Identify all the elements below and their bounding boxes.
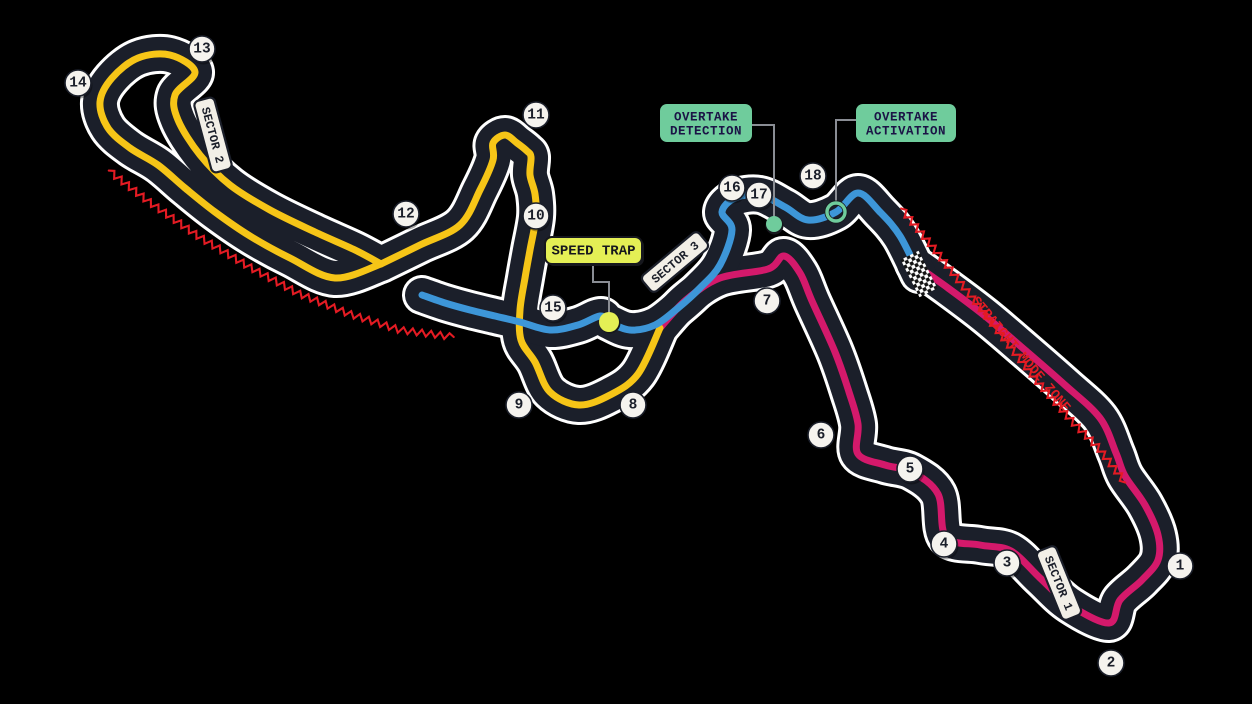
svg-text:17: 17 — [750, 188, 767, 204]
svg-text:1: 1 — [1176, 559, 1185, 575]
svg-text:11: 11 — [527, 108, 545, 124]
svg-text:4: 4 — [940, 537, 949, 553]
svg-text:13: 13 — [193, 42, 210, 58]
svg-text:6: 6 — [817, 428, 826, 444]
svg-text:16: 16 — [723, 181, 740, 197]
svg-text:OVERTAKE: OVERTAKE — [874, 110, 938, 124]
svg-text:ACTIVATION: ACTIVATION — [866, 125, 946, 139]
svg-text:OVERTAKE: OVERTAKE — [674, 110, 738, 124]
svg-text:15: 15 — [544, 301, 561, 317]
svg-text:SPEED TRAP: SPEED TRAP — [551, 244, 635, 260]
svg-text:DETECTION: DETECTION — [670, 125, 742, 139]
svg-text:9: 9 — [515, 398, 524, 414]
svg-text:7: 7 — [763, 294, 772, 310]
svg-text:8: 8 — [629, 398, 638, 414]
svg-text:5: 5 — [906, 462, 915, 478]
svg-text:14: 14 — [69, 76, 87, 92]
svg-text:2: 2 — [1107, 656, 1116, 672]
svg-text:10: 10 — [527, 209, 544, 225]
svg-text:18: 18 — [804, 169, 821, 185]
svg-text:12: 12 — [397, 207, 414, 223]
svg-text:3: 3 — [1003, 556, 1012, 572]
